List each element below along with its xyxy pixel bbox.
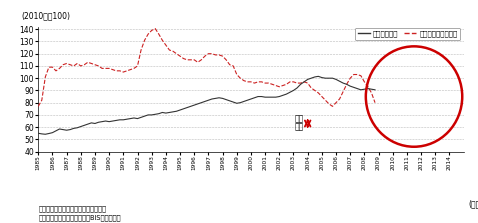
Text: 円高: 円高 [295, 115, 304, 124]
Legend: 輸出数量指数, 実質実効為替レート: 輸出数量指数, 実質実効為替レート [355, 28, 460, 40]
Text: 円安: 円安 [295, 123, 304, 132]
Text: (2010年＝100): (2010年＝100) [21, 12, 70, 21]
Text: 備考：輸出数量指数は季節調整済み。
資料：財務省「貿易統計」、BISから作成。: 備考：輸出数量指数は季節調整済み。 資料：財務省「貿易統計」、BISから作成。 [38, 205, 121, 221]
Text: (年期): (年期) [468, 199, 478, 208]
